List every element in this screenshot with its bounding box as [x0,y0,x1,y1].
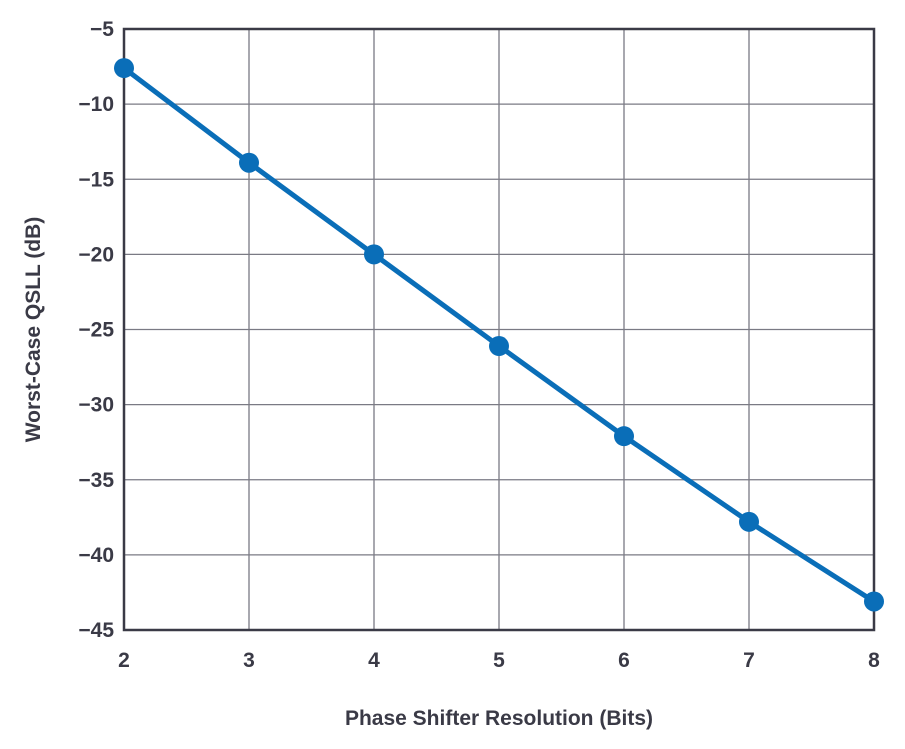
data-point [364,244,384,265]
y-tick-label: −20 [78,243,114,266]
x-tick-label: 4 [368,649,380,672]
series-layer [114,58,884,612]
x-tick-labels: 2 3 4 5 6 7 8 [118,649,880,672]
y-tick-label: −5 [90,18,114,41]
grid-lines [124,29,874,630]
data-point [864,591,884,612]
data-point [739,511,759,532]
y-tick-label: −15 [78,168,114,191]
data-point [239,152,259,173]
y-tick-label: −35 [78,469,114,492]
x-axis-title: Phase Shifter Resolution (Bits) [345,707,653,730]
x-tick-label: 7 [743,649,755,672]
y-tick-label: −25 [78,319,114,342]
x-tick-label: 8 [868,649,880,672]
y-axis-title: Worst-Case QSLL (dB) [22,217,45,443]
x-tick-label: 6 [618,649,630,672]
data-point [114,58,134,79]
x-tick-label: 3 [243,649,255,672]
plot-frame [122,27,876,632]
y-tick-label: −45 [78,619,114,642]
y-tick-label: −10 [78,93,114,116]
y-tick-label: −40 [78,544,114,567]
y-tick-label: −30 [78,394,114,417]
x-tick-label: 2 [118,649,130,672]
data-point [489,336,509,357]
data-point [614,426,634,447]
y-tick-labels: −5 −10 −15 −20 −25 −30 −35 −40 −45 [78,18,114,642]
x-tick-label: 5 [493,649,505,672]
